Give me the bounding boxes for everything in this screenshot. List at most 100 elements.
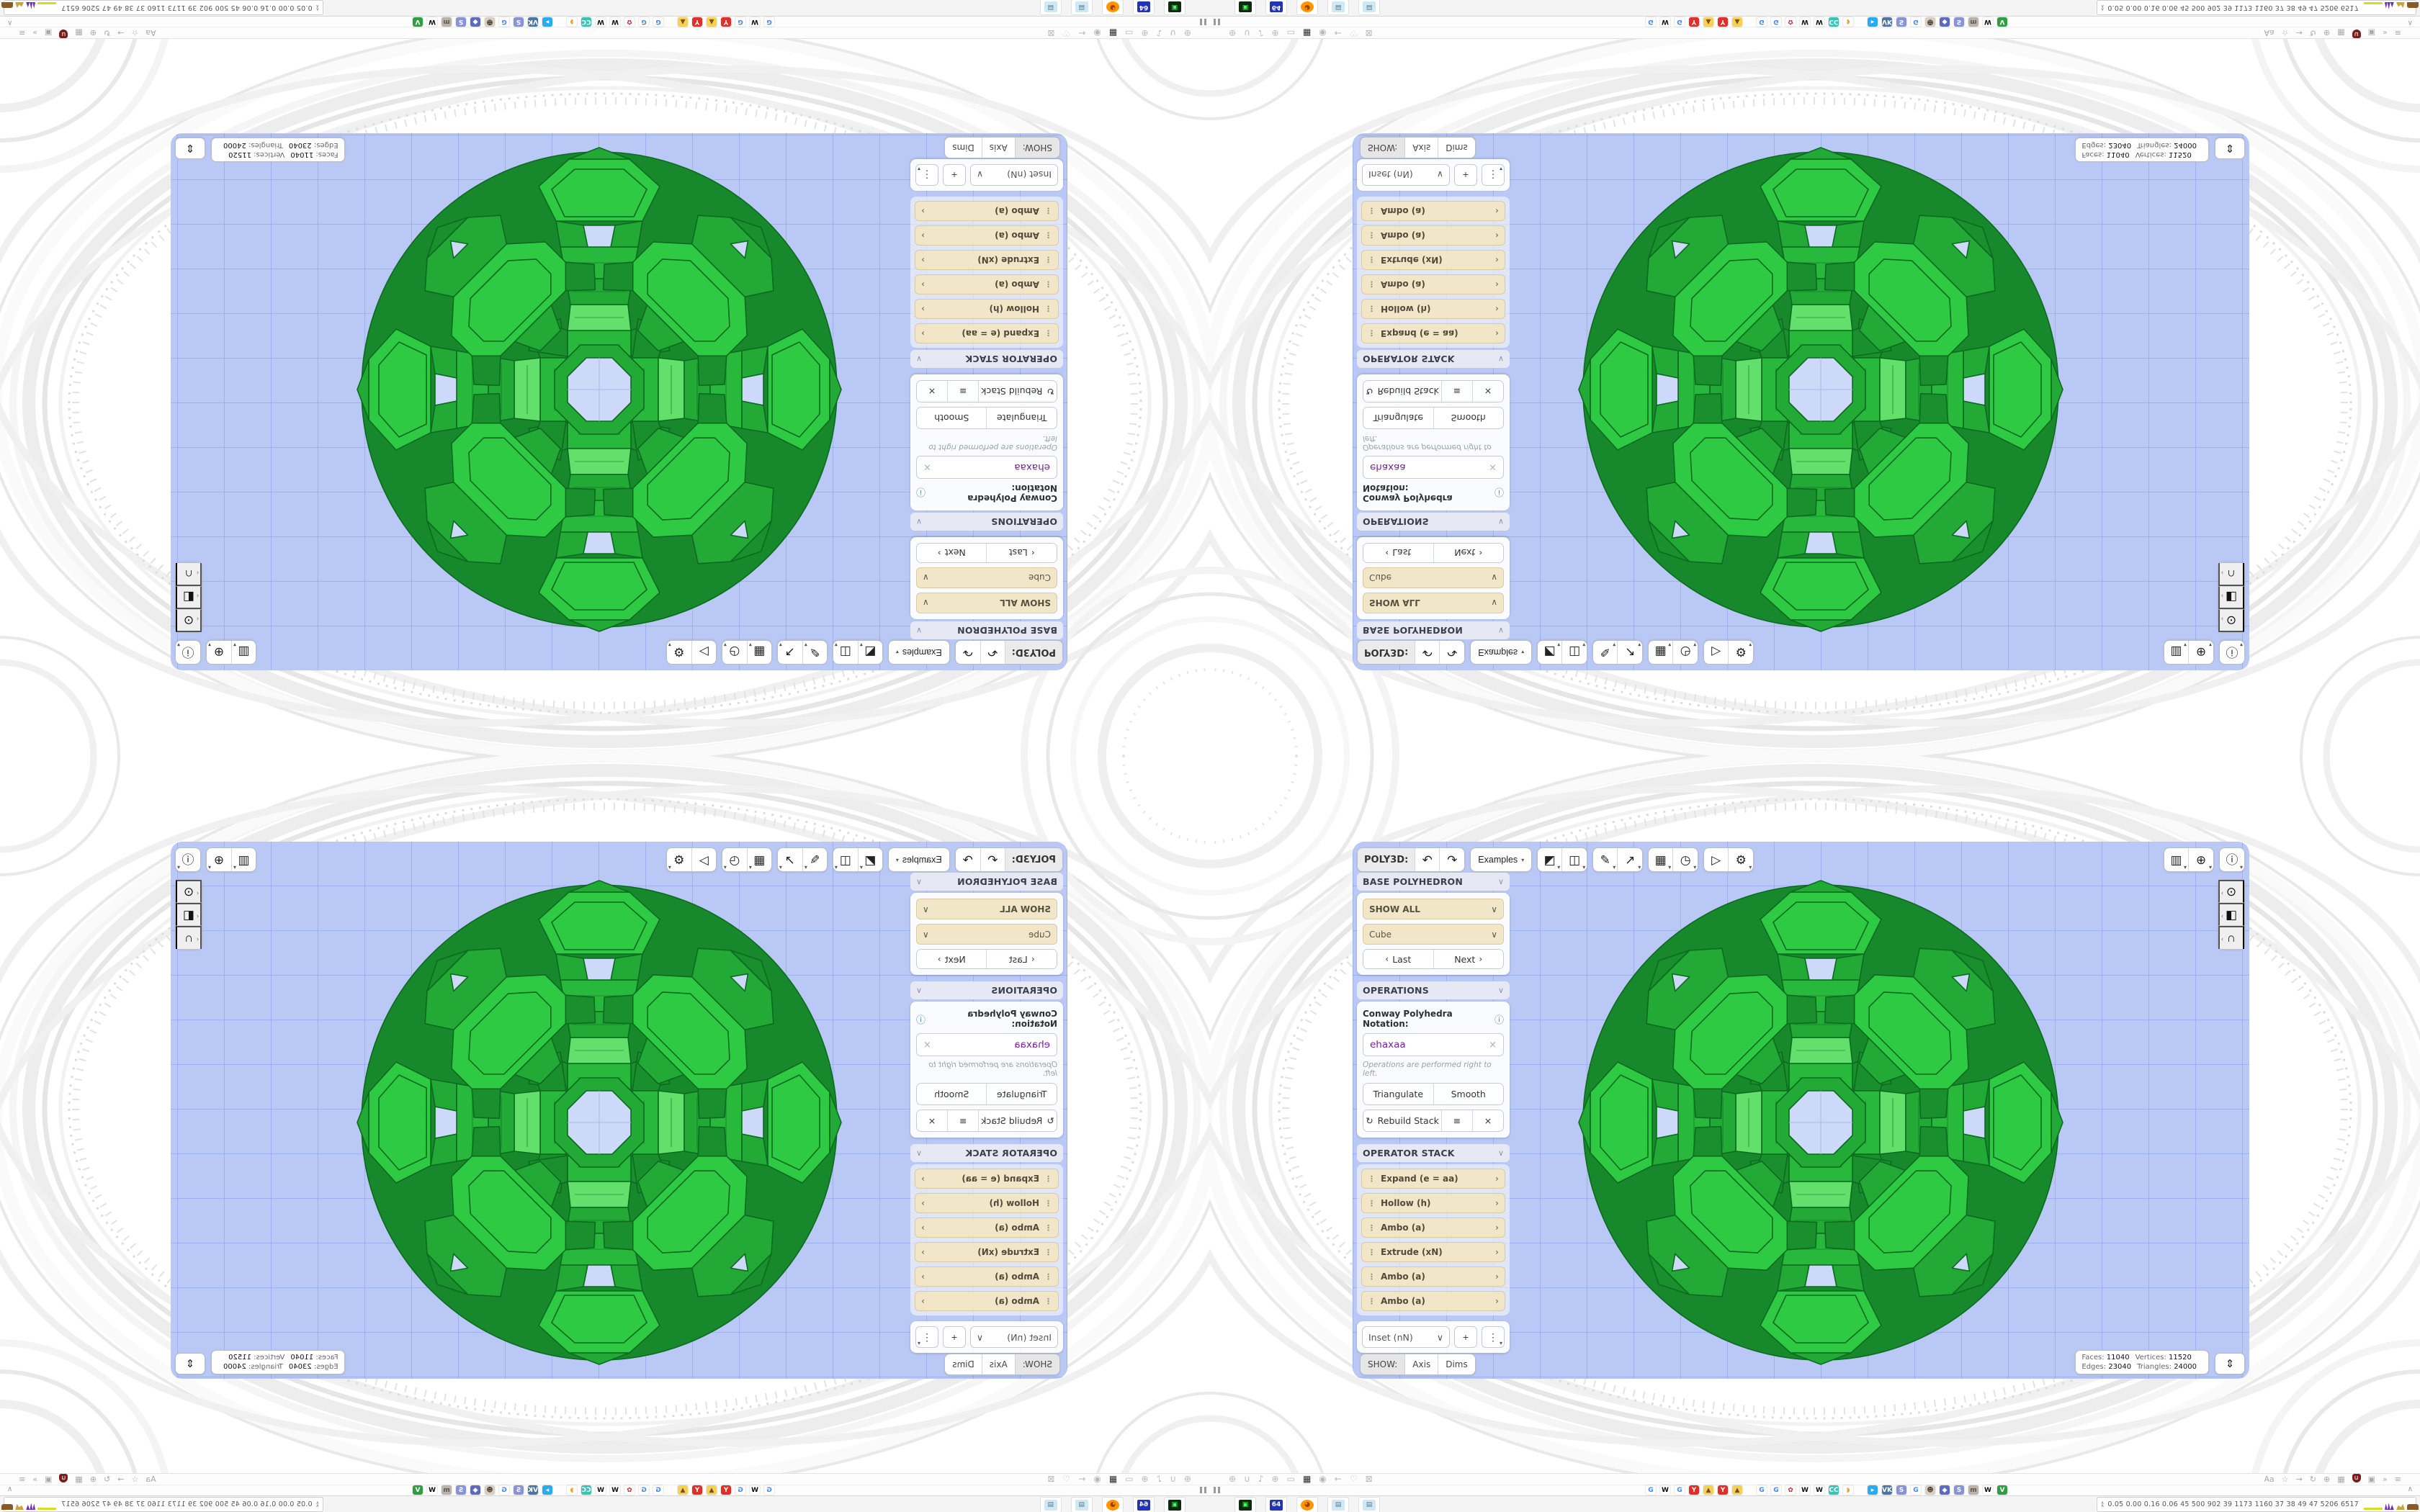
base-shape-select[interactable]: Cube ∨ bbox=[1363, 924, 1504, 945]
collapse-chevron-icon[interactable]: ∧ bbox=[2407, 1485, 2413, 1493]
undo-button[interactable]: ↶ bbox=[1415, 848, 1440, 871]
browser-tab[interactable]: G bbox=[639, 1485, 649, 1495]
visibility-toggle[interactable]: ‹ ⊙ bbox=[2218, 880, 2244, 903]
note-icon[interactable]: ♪ bbox=[1156, 1474, 1162, 1484]
examples-dropdown[interactable]: Examples ▾ bbox=[887, 847, 950, 872]
clear-stack-button[interactable]: × bbox=[1473, 381, 1503, 402]
magnet-snap-toggle[interactable]: ‹ ∩ bbox=[2218, 926, 2244, 949]
overflow-icon[interactable]: » bbox=[32, 28, 37, 37]
trash-icon[interactable]: ▦ bbox=[1302, 28, 1312, 38]
operator-item[interactable]: ⋮ Ambo (a) › bbox=[915, 274, 1059, 294]
menu-icon[interactable]: ≡ bbox=[2394, 28, 2401, 37]
back-arrow-icon[interactable]: ← bbox=[1334, 28, 1342, 38]
collapse-chevron-icon[interactable]: ∧ bbox=[7, 1485, 13, 1493]
operator-menu-button[interactable]: ⋮ ▾ bbox=[915, 1326, 938, 1348]
browser-tab[interactable]: VK bbox=[528, 1485, 538, 1495]
category-select[interactable]: SHOW ALL ∨ bbox=[1363, 593, 1504, 613]
browser-tab[interactable]: G bbox=[735, 17, 745, 27]
panel-toggle[interactable]: ‹ ◧ bbox=[2218, 586, 2244, 609]
taskbar-app-notepad[interactable]: ▤ bbox=[1358, 1497, 1380, 1512]
visibility-toggle[interactable]: ‹ ⊙ bbox=[2218, 609, 2244, 632]
add-operator-button[interactable]: + bbox=[943, 1326, 966, 1348]
ublock-icon[interactable]: u bbox=[2352, 30, 2361, 38]
add-operator-button[interactable]: + bbox=[943, 164, 966, 186]
horseshoe-icon[interactable]: ∪ bbox=[1170, 28, 1176, 38]
triangulate-button[interactable]: Triangulate bbox=[986, 408, 1057, 428]
edit-button[interactable]: ✎ ▾ bbox=[1593, 848, 1618, 871]
operations-header[interactable]: OPERATIONS ∨ bbox=[1357, 513, 1510, 531]
taskbar-app-firefox[interactable]: ◕ bbox=[1296, 1497, 1318, 1512]
base-shape-select[interactable]: Cube ∨ bbox=[916, 567, 1057, 588]
badge-icon[interactable]: ◉ bbox=[1319, 28, 1327, 38]
operator-item[interactable]: ⋮ Extrude (xN) › bbox=[1361, 250, 1505, 270]
tab-icon[interactable]: ▣ bbox=[44, 1475, 53, 1484]
drag-handle-icon[interactable]: ⋮ bbox=[1044, 1223, 1052, 1233]
add-operator-button[interactable]: + bbox=[1454, 1326, 1477, 1348]
browser-tab[interactable]: ▸ bbox=[1868, 17, 1878, 27]
export-button[interactable]: ↗ ▾ bbox=[778, 641, 802, 664]
operator-select[interactable]: Inset (nN) ∨ bbox=[1362, 164, 1450, 186]
operator-menu-button[interactable]: ⋮ ▾ bbox=[1482, 1326, 1505, 1348]
browser-tab[interactable]: W bbox=[427, 1485, 437, 1495]
back-arrow-icon[interactable]: ← bbox=[1078, 28, 1086, 38]
base-polyhedron-header[interactable]: BASE POLYHEDRON ∨ bbox=[910, 873, 1063, 891]
edit-button[interactable]: ✎ ▾ bbox=[802, 641, 827, 664]
taskbar-app-firefox[interactable]: ◕ bbox=[1102, 0, 1124, 15]
operator-item[interactable]: ⋮ Hollow (h) › bbox=[915, 1193, 1059, 1213]
browser-tab[interactable]: V bbox=[1997, 1485, 2007, 1495]
axis-toggle[interactable]: Axis bbox=[1405, 1354, 1439, 1374]
drag-handle-icon[interactable]: ⋮ bbox=[1044, 1198, 1052, 1208]
bookmark-star-icon[interactable]: ☆ bbox=[131, 1475, 139, 1484]
translate-icon[interactable]: Aa bbox=[2264, 28, 2275, 37]
heart-icon[interactable]: ♡ bbox=[1062, 1474, 1071, 1484]
browser-tab[interactable]: ▸ bbox=[1868, 1485, 1878, 1495]
axis-toggle[interactable]: Axis bbox=[981, 1354, 1015, 1374]
last-button[interactable]: ‹ Last bbox=[986, 950, 1057, 968]
operator-item[interactable]: ⋮ Extrude (xN) › bbox=[915, 250, 1059, 270]
globe-icon[interactable]: ⊕ bbox=[2323, 28, 2331, 37]
globe-button[interactable]: ⊕ ▾ bbox=[2189, 641, 2213, 664]
last-button[interactable]: ‹ Last bbox=[1363, 544, 1434, 562]
drag-handle-icon[interactable]: ⋮ bbox=[1044, 230, 1052, 240]
operator-item[interactable]: ⋮ Expand (e = aa) › bbox=[1361, 323, 1505, 343]
system-monitor[interactable]: ∧ ∧ 0.05 0.00 0.16 0.06 45 500 902 39 117… bbox=[2097, 1497, 2419, 1512]
browser-tab[interactable]: S bbox=[456, 17, 466, 27]
redo-button[interactable]: ↷ bbox=[1440, 641, 1464, 664]
ublock-icon[interactable]: u bbox=[59, 30, 68, 38]
notation-input[interactable]: ehaxaa × bbox=[916, 456, 1057, 479]
redo-button[interactable]: ↷ bbox=[1440, 848, 1464, 871]
window-icon[interactable]: ▭ bbox=[1286, 1474, 1295, 1484]
taskbar-app-notepad[interactable]: ▤ bbox=[1040, 1497, 1062, 1512]
panel-toggle[interactable]: ‹ ◧ bbox=[2218, 903, 2244, 926]
browser-tab[interactable]: ☻ bbox=[1925, 17, 1935, 27]
browser-tab[interactable]: V bbox=[413, 17, 423, 27]
ublock-icon[interactable]: u bbox=[59, 1474, 68, 1482]
window-icon[interactable]: ▭ bbox=[1125, 1474, 1134, 1484]
triangulate-button[interactable]: Triangulate bbox=[1363, 1084, 1434, 1104]
notation-input[interactable]: ehaxaa × bbox=[1363, 456, 1504, 479]
browser-tab[interactable]: Y bbox=[721, 1485, 731, 1495]
browser-tab[interactable]: W bbox=[750, 17, 760, 27]
taskbar-app-notepad[interactable]: ▤ bbox=[1327, 0, 1349, 15]
drag-handle-icon[interactable]: ⋮ bbox=[1044, 279, 1052, 289]
orbit-paint-button[interactable]: ◩ ▾ bbox=[1538, 848, 1563, 871]
heart-icon[interactable]: ♡ bbox=[1349, 1474, 1358, 1484]
operator-item[interactable]: ⋮ Ambo (a) › bbox=[915, 201, 1059, 221]
operations-header[interactable]: OPERATIONS ∨ bbox=[910, 513, 1063, 531]
settings-button[interactable]: ⚙ ▾ bbox=[1729, 641, 1753, 664]
last-button[interactable]: ‹ Last bbox=[986, 544, 1057, 562]
globe-icon[interactable]: ⊕ bbox=[89, 28, 97, 37]
taskbar-app-notepad[interactable]: ▤ bbox=[1071, 0, 1093, 15]
browser-tab[interactable]: W bbox=[1814, 17, 1824, 27]
bookmark-star-icon[interactable]: ☆ bbox=[131, 28, 139, 37]
trash-icon[interactable]: ▦ bbox=[1108, 1474, 1118, 1484]
orbit-paint-button[interactable]: ◩ ▾ bbox=[857, 848, 882, 871]
drag-handle-icon[interactable]: ⋮ bbox=[1368, 304, 1376, 314]
visibility-toggle[interactable]: ‹ ⊙ bbox=[176, 609, 202, 632]
last-button[interactable]: ‹ Last bbox=[1363, 950, 1434, 968]
schedule-stats-button[interactable]: ▥ ▾ bbox=[231, 848, 256, 871]
clear-stack-button[interactable]: × bbox=[1473, 1110, 1503, 1131]
drag-handle-icon[interactable]: ⋮ bbox=[1044, 1272, 1052, 1282]
dims-toggle[interactable]: Dims bbox=[1438, 1354, 1475, 1374]
drag-handle-icon[interactable]: ⋮ bbox=[1044, 328, 1052, 338]
